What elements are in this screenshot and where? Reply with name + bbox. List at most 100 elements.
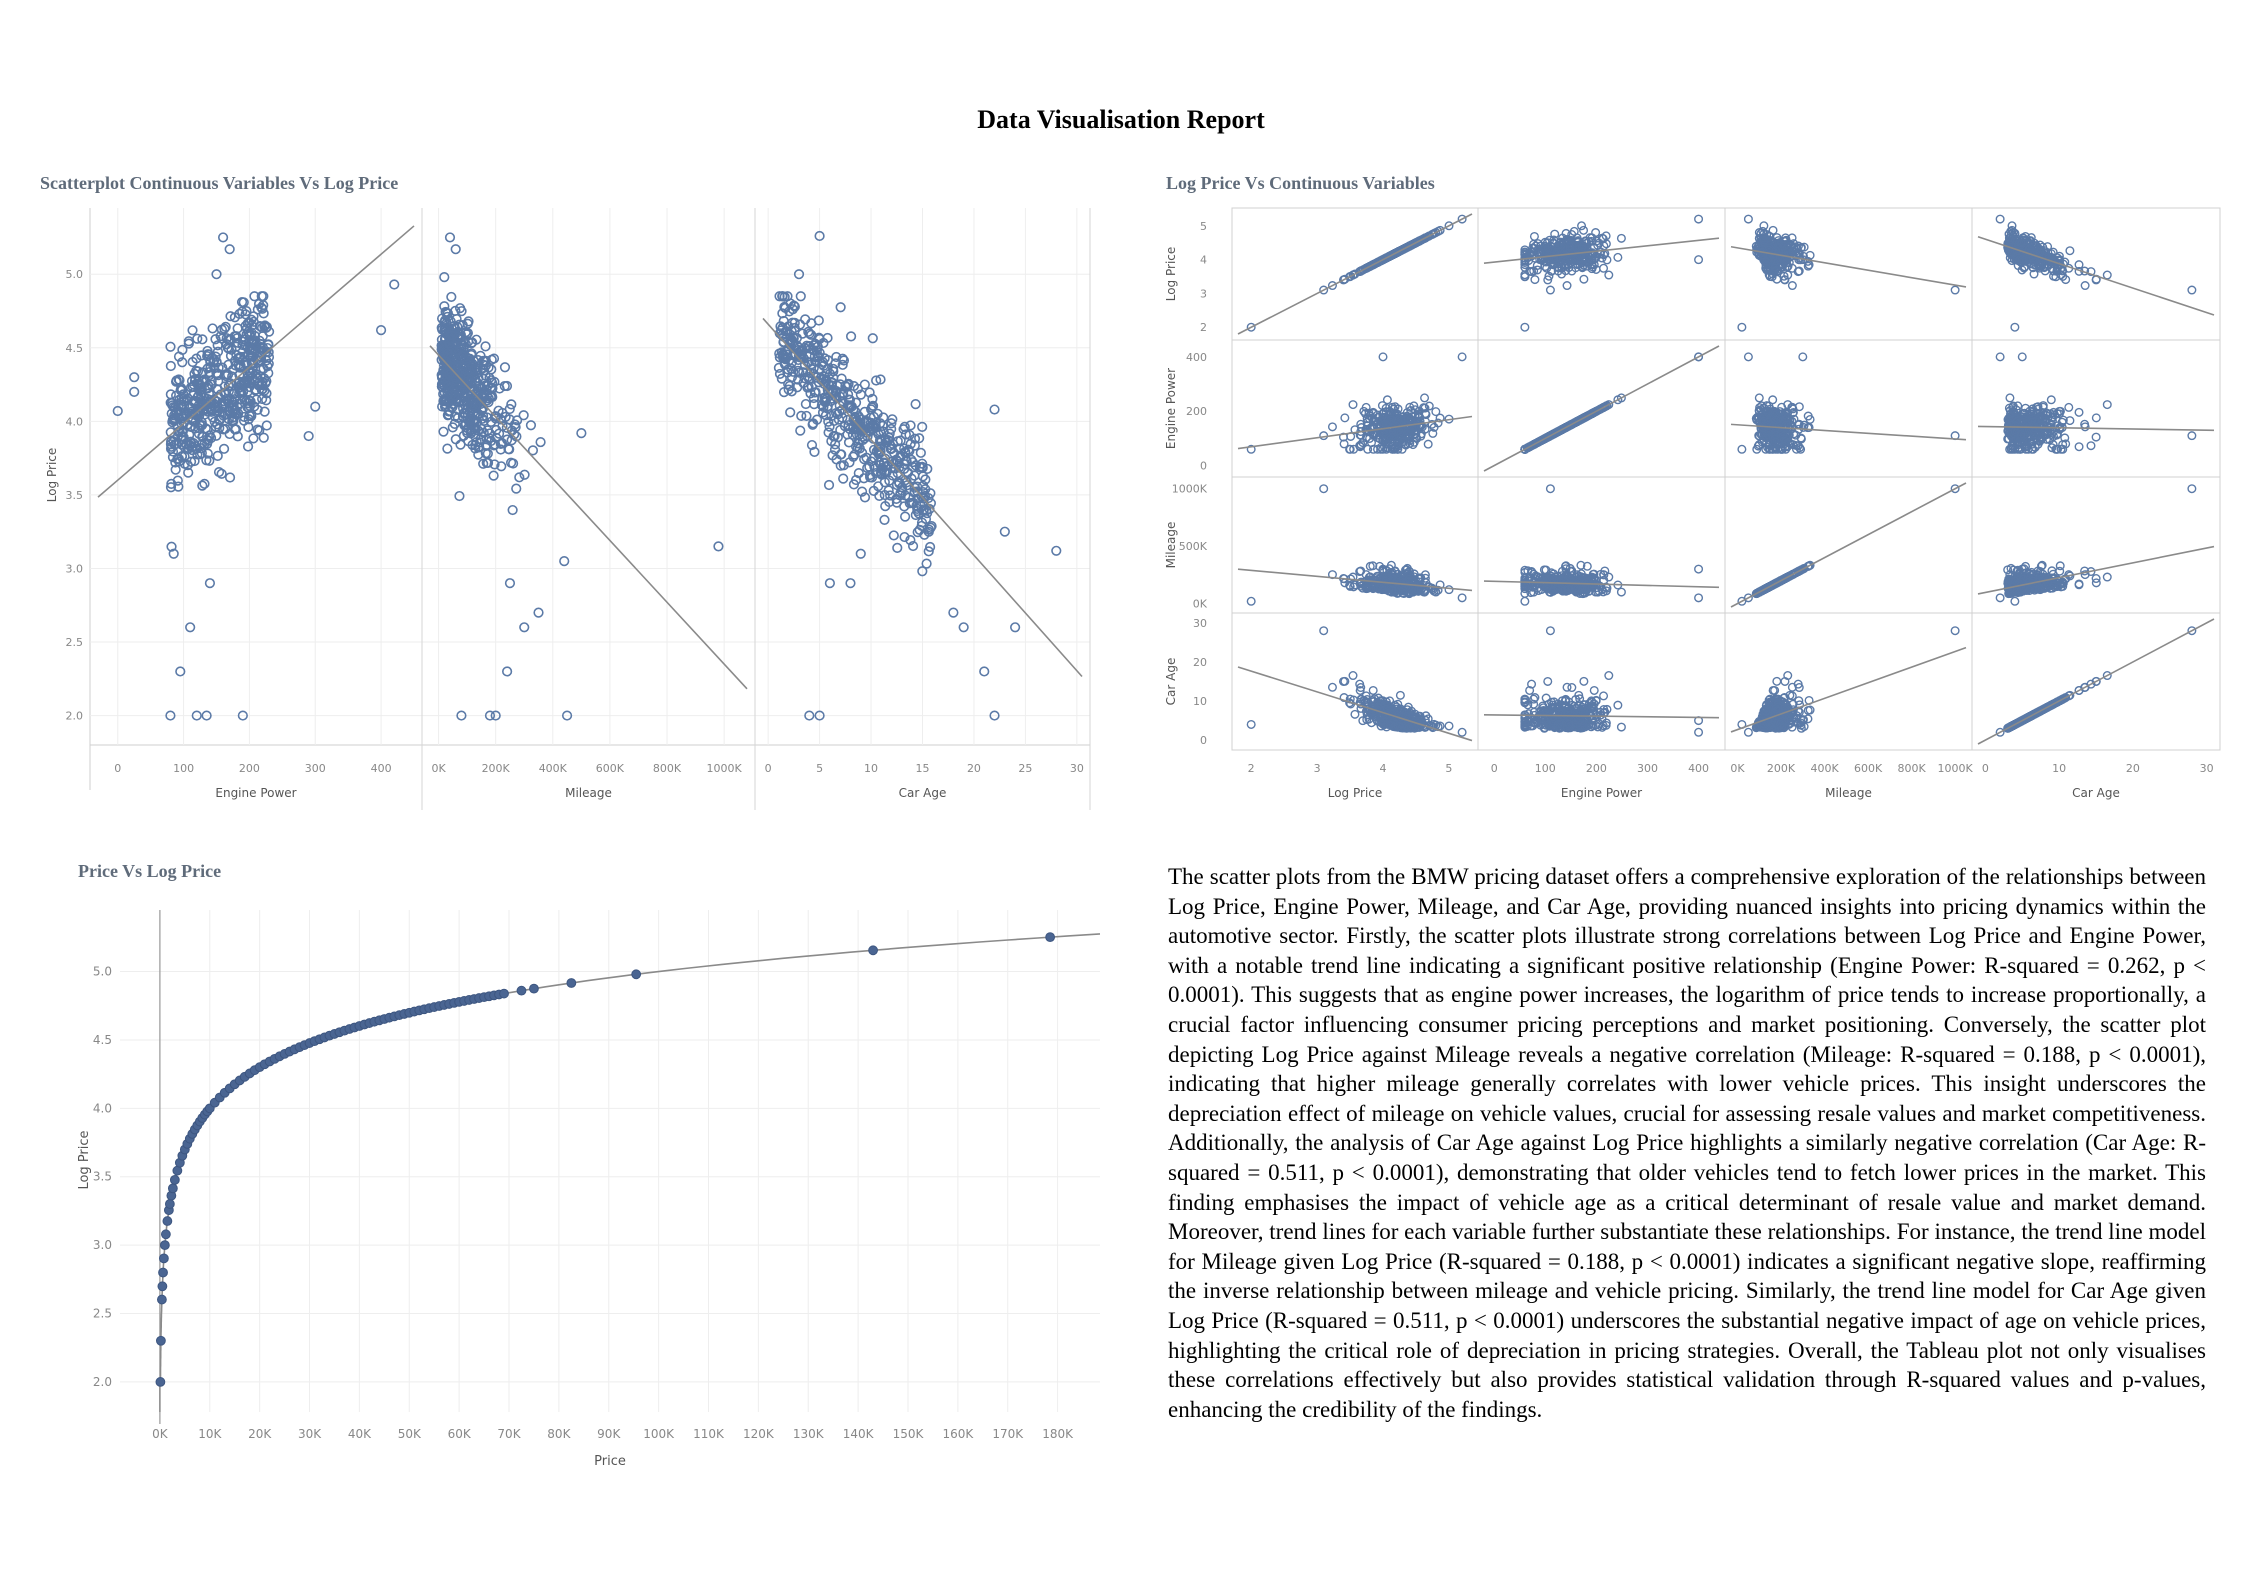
data-point — [1599, 570, 1609, 580]
data-point — [1361, 570, 1371, 580]
data-point — [246, 314, 257, 325]
data-point — [803, 326, 814, 337]
data-point — [209, 416, 220, 427]
data-point — [1587, 264, 1597, 274]
y-tick-label: 2 — [1200, 321, 1207, 334]
data-point — [454, 490, 465, 502]
data-point — [2052, 429, 2062, 439]
data-point — [210, 334, 221, 345]
data-point — [1616, 587, 1626, 597]
data-point — [2004, 434, 2014, 444]
data-point — [867, 333, 878, 344]
data-point — [504, 414, 515, 425]
x-tick-label: 1000K — [707, 762, 743, 775]
data-point — [473, 372, 484, 383]
data-point — [1995, 352, 2005, 362]
data-point — [1340, 413, 1350, 423]
data-point — [1561, 256, 1571, 266]
data-point — [497, 420, 508, 432]
data-point — [202, 345, 213, 357]
data-point — [178, 396, 190, 407]
data-point — [804, 368, 816, 379]
y-tick-label: 0K — [1193, 598, 1208, 611]
data-point — [867, 400, 879, 412]
data-point — [803, 341, 814, 352]
data-point — [237, 710, 248, 721]
data-point — [240, 309, 251, 320]
data-point — [914, 433, 925, 444]
x-tick-label: 20 — [967, 762, 981, 775]
data-point — [129, 386, 140, 398]
data-point — [1694, 564, 1704, 574]
data-point — [2005, 393, 2015, 403]
data-point — [211, 269, 222, 280]
data-point — [2004, 403, 2014, 413]
data-point — [844, 424, 856, 435]
data-point — [442, 443, 453, 454]
data-point — [442, 390, 453, 401]
data-point — [1564, 421, 1574, 431]
data-point — [2018, 417, 2028, 427]
data-point — [1349, 444, 1359, 454]
matrix-points — [1520, 352, 1704, 454]
data-point — [1995, 214, 2005, 224]
data-point — [779, 358, 790, 369]
data-point — [2028, 407, 2038, 417]
data-point — [948, 607, 959, 618]
data-point — [713, 541, 724, 552]
y-tick-label: 2.0 — [66, 710, 84, 723]
data-point — [814, 347, 825, 359]
data-point — [447, 422, 458, 433]
data-point — [808, 340, 819, 351]
data-point — [1385, 417, 1395, 427]
data-point — [259, 385, 270, 396]
data-point — [507, 458, 519, 469]
data-point — [1382, 395, 1392, 405]
data-point — [1798, 352, 1808, 362]
data-point — [1561, 564, 1571, 574]
data-point — [1553, 240, 1563, 250]
data-point — [1591, 576, 1601, 586]
data-point — [795, 291, 806, 302]
data-point — [804, 710, 815, 721]
data-point — [519, 469, 530, 480]
data-point — [895, 435, 906, 446]
data-point — [1386, 560, 1396, 570]
data-point — [796, 410, 807, 421]
data-point — [1765, 235, 1775, 245]
data-point — [865, 472, 876, 483]
data-point — [1757, 238, 1767, 248]
data-point — [915, 447, 926, 458]
data-point — [2058, 271, 2068, 281]
data-point — [1457, 593, 1467, 603]
data-point — [129, 372, 140, 383]
data-point — [1431, 407, 1441, 417]
data-point — [1796, 433, 1806, 443]
data-point — [219, 381, 230, 392]
data-point — [859, 492, 871, 503]
x-tick-label: 400 — [371, 762, 392, 775]
data-point — [843, 437, 855, 448]
y-tick-label: 2.5 — [66, 636, 84, 649]
data-point — [197, 480, 208, 491]
data-point — [2013, 401, 2023, 411]
data-point — [1424, 401, 1434, 411]
data-point — [2016, 238, 2026, 248]
data-point — [793, 269, 805, 280]
data-point — [899, 421, 910, 432]
data-point — [1345, 444, 1355, 454]
data-point — [837, 359, 848, 370]
data-point — [855, 389, 866, 400]
data-point — [895, 452, 906, 463]
chart1-title: Scatterplot Continuous Variables Vs Log … — [40, 173, 399, 193]
data-point — [2028, 436, 2038, 446]
data-point — [787, 304, 798, 315]
data-point — [1793, 441, 1803, 451]
data-point — [871, 375, 882, 386]
data-point — [263, 339, 274, 350]
data-point — [1781, 420, 1791, 430]
data-point — [170, 457, 181, 468]
data-point — [1775, 253, 1785, 263]
data-point — [806, 439, 818, 451]
matrix-points — [1520, 214, 1704, 332]
